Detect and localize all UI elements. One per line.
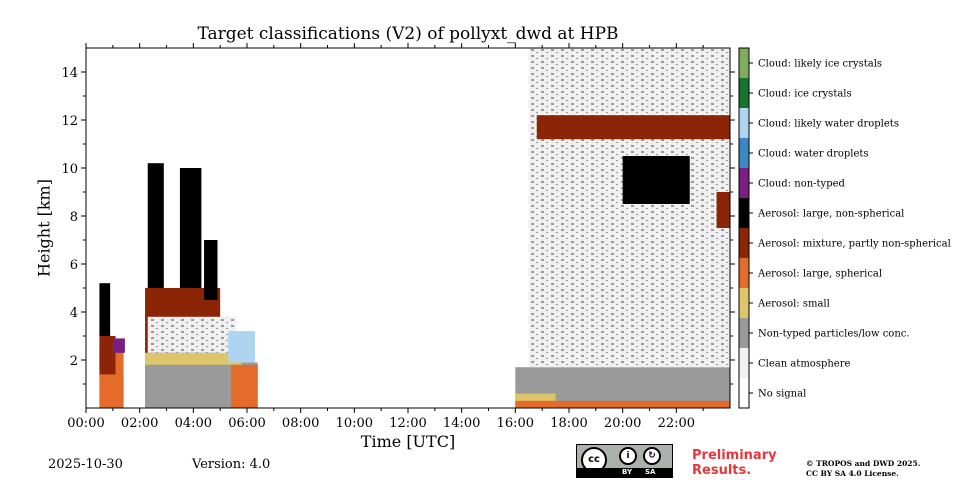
x-tick-label: 00:00: [67, 416, 104, 431]
y-tick-label: 2: [70, 354, 78, 369]
x-tick-label: 02:00: [121, 416, 158, 431]
x-axis-label: Time [UTC]: [360, 432, 456, 451]
region-19: [622, 156, 690, 204]
region-18: [536, 115, 730, 140]
region-7: [230, 364, 258, 408]
preliminary-line-1: Preliminary: [692, 448, 777, 463]
x-tick-label: 10:00: [336, 416, 373, 431]
colorbar-swatch-0: [739, 378, 749, 408]
colorbar-label: Non-typed particles/low conc.: [758, 329, 910, 340]
x-tick-label: 20:00: [604, 416, 641, 431]
colorbar-label: Aerosol: large, non-spherical: [757, 209, 904, 220]
region-texture-9: [147, 316, 237, 353]
region-4: [112, 338, 125, 353]
y-tick-label: 6: [70, 258, 78, 273]
colorbar-swatch-5: [739, 228, 749, 258]
preliminary-results-note: Preliminary Results.: [692, 448, 777, 478]
region-10: [147, 163, 164, 288]
colorbar-swatch-3: [739, 288, 749, 318]
x-tick-label: 16:00: [497, 416, 534, 431]
chart-title: Target classifications (V2) of pollyxt_d…: [197, 24, 619, 44]
colorbar-swatch-1: [739, 348, 749, 378]
colorbar-swatch-8: [739, 138, 749, 168]
colorbar-frame: [738, 47, 750, 409]
colorbar-label: Aerosol: mixture, partly non-spherical: [757, 239, 951, 250]
colorbar-swatch-10: [739, 78, 749, 108]
cc-sa-text: SA: [645, 468, 656, 476]
copyright-line-1: © TROPOS and DWD 2025.: [806, 459, 921, 468]
attribution-icon: i: [619, 447, 637, 465]
region-20: [716, 192, 730, 228]
region-13: [228, 331, 256, 363]
colorbar-label: Cloud: likely water droplets: [758, 119, 899, 130]
preliminary-line-2: Results.: [692, 463, 752, 478]
x-tick-label: 06:00: [228, 416, 265, 431]
share-alike-icon: ↻: [643, 447, 661, 465]
colorbar-label: Aerosol: large, spherical: [757, 269, 882, 280]
colorbar-swatch-9: [739, 108, 749, 138]
colorbar-swatch-4: [739, 258, 749, 288]
region-texture-17: [528, 48, 730, 368]
x-tick-label: 04:00: [175, 416, 212, 431]
copyright-note: © TROPOS and DWD 2025. CC BY SA 4.0 Lice…: [806, 459, 920, 479]
colorbar-label: Clean atmosphere: [758, 359, 851, 370]
region-6: [145, 352, 242, 365]
colorbar-label: Cloud: water droplets: [758, 149, 869, 160]
cc-badge-bar: [577, 468, 672, 477]
cc-by-text: BY: [622, 468, 633, 476]
colorbar-label: Aerosol: small: [757, 299, 830, 310]
colorbar-label: Cloud: ice crystals: [758, 89, 852, 100]
x-tick-label: 14:00: [443, 416, 480, 431]
cc-license-badge: cc i ↻ BY SA: [576, 444, 673, 478]
y-tick-label: 8: [70, 210, 78, 225]
region-3: [99, 283, 111, 336]
colorbar-label: Cloud: likely ice crystals: [758, 59, 882, 70]
colorbar-swatch-6: [739, 198, 749, 228]
x-tick-label: 22:00: [658, 416, 695, 431]
region-11: [179, 168, 202, 288]
colorbar-swatch-11: [739, 48, 749, 78]
y-tick-label: 4: [70, 306, 78, 321]
y-tick-label: 12: [61, 114, 78, 129]
y-axis-label: Height [km]: [34, 179, 54, 277]
y-tick-label: 14: [61, 66, 78, 81]
region-12: [204, 240, 218, 300]
x-tick-label: 12:00: [389, 416, 426, 431]
version-label: Version: 4.0: [192, 457, 271, 472]
colorbar-swatch-7: [739, 168, 749, 198]
x-tick-label: 08:00: [282, 416, 319, 431]
region-16: [515, 400, 730, 408]
region-2: [99, 336, 116, 375]
colorbar-label: No signal: [758, 389, 806, 400]
colorbar-label: Cloud: non-typed: [758, 179, 846, 190]
copyright-line-2: CC BY SA 4.0 License.: [806, 469, 899, 478]
y-tick-label: 10: [61, 162, 78, 177]
colorbar-swatch-2: [739, 318, 749, 348]
x-tick-label: 18:00: [550, 416, 587, 431]
date-label: 2025-10-30: [48, 457, 123, 472]
